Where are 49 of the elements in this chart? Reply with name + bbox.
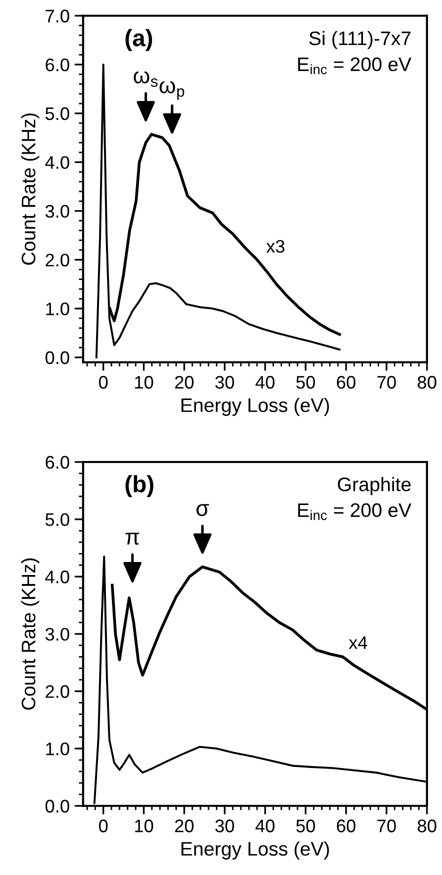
annotation: Graphite (338, 477, 411, 496)
annotation: E$_{inc}$ = 200 eV (298, 57, 412, 74)
x-tick-label: 60 (336, 820, 356, 832)
annotation: Si (111)-7x7 (309, 30, 411, 50)
x-tick-label: 20 (175, 376, 194, 389)
x-tick-label: 30 (215, 376, 234, 389)
annotation: π (126, 532, 140, 545)
y-tick-label: 0.0 (46, 351, 70, 364)
x-tick-label: 10 (135, 376, 154, 389)
x-tick-label: 40 (256, 376, 274, 389)
y-tick-label: 1.0 (46, 302, 70, 316)
y-tick-label: 2.0 (46, 685, 70, 698)
y-tick-label: 5.0 (46, 513, 70, 526)
y-tick-label: 7.0 (46, 10, 70, 22)
y-tick-label: 5.0 (46, 107, 70, 120)
y-tick-label: 0.0 (46, 800, 70, 813)
x-tick-label: 60 (336, 376, 356, 389)
annotation: (b) (126, 475, 154, 498)
x-tick-label: 40 (256, 820, 274, 832)
x-tick-label: 30 (215, 820, 234, 832)
y-tick-label: 3.0 (45, 628, 70, 641)
y-tick-label: 2.0 (46, 254, 70, 266)
x-tick-label: 70 (377, 376, 396, 389)
x-tick-label: 50 (296, 376, 315, 389)
annotation: x3 (266, 240, 284, 253)
y-tick-label: 6.0 (46, 456, 70, 469)
x-axis-title: Energy Loss (eV) (182, 398, 329, 416)
y-tick-label: 4.0 (45, 570, 70, 584)
x-tick-label: 10 (135, 820, 154, 832)
x-tick-label: 0 (99, 376, 108, 389)
y-axis-title: Count Rate (KHz) (21, 113, 40, 265)
annotation: σ (196, 504, 209, 516)
annotation: ω$_{p}$ (160, 81, 184, 100)
annotation: ω$_{s}$ (134, 71, 158, 87)
y-tick-label: 1.0 (46, 742, 70, 756)
x-tick-label: 20 (175, 820, 194, 832)
y-tick-label: 3.0 (45, 204, 70, 218)
x-tick-label: 50 (296, 820, 315, 832)
x-tick-label: 70 (377, 820, 396, 832)
annotation: E$_{inc}$ = 200 eV (298, 503, 412, 520)
y-tick-label: 4.0 (45, 156, 70, 169)
y-tick-label: 6.0 (46, 58, 70, 72)
annotation: (a) (126, 29, 152, 52)
annotation: x4 (348, 636, 368, 649)
x-axis-title: Energy Loss (eV) (182, 841, 329, 860)
x-tick-label: 80 (418, 376, 436, 389)
y-axis-title: Count Rate (KHz) (21, 558, 40, 710)
x-tick-label: 0 (99, 820, 108, 832)
x-tick-label: 80 (418, 820, 436, 832)
